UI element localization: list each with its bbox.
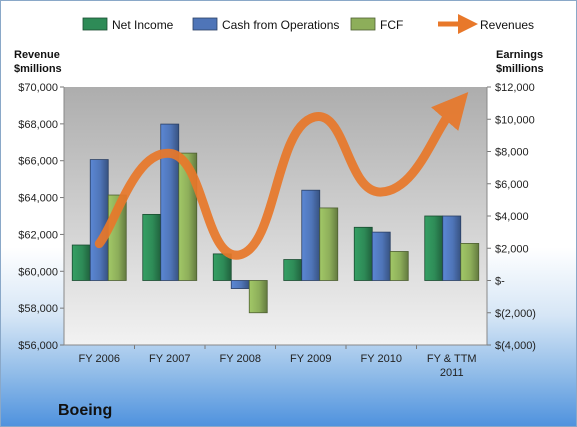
- right-tick-label: $10,000: [495, 114, 535, 126]
- x-axis: FY 2006 FY 2007 FY 2008 FY 2009 FY 2010 FY & …: [64, 344, 487, 379]
- x-tick-label: FY 2006: [79, 353, 120, 365]
- bar-cash-from-operations: [371, 231, 391, 281]
- legend: Net Income Cash from Operations FCF Revenue…: [82, 14, 534, 34]
- legend-label: Cash from Operations: [222, 18, 339, 32]
- bar-cash-from-operations: [160, 123, 180, 281]
- bar-fcf: [460, 243, 480, 281]
- legend-label: FCF: [380, 18, 403, 32]
- right-axis-title-line1: Earnings: [496, 49, 543, 61]
- left-axis-title-line2: $millions: [14, 63, 62, 75]
- axis-titles: Revenue $millions Earnings $millions: [14, 49, 544, 75]
- bar-fcf: [248, 280, 268, 314]
- right-tick-label: $6,000: [495, 179, 529, 191]
- revenue-line-path: [94, 91, 469, 260]
- bar-net-income: [142, 213, 162, 281]
- left-tick-label: $68,000: [18, 119, 58, 131]
- x-tick-label: FY 2009: [290, 353, 331, 365]
- left-tick-label: $64,000: [18, 193, 58, 205]
- right-tick-label: $(4,000): [495, 340, 536, 352]
- left-tick-label: $60,000: [18, 266, 58, 278]
- x-tick-label-line: 2011: [440, 367, 464, 379]
- left-tick-label: $62,000: [18, 229, 58, 241]
- bar-series: [71, 123, 480, 314]
- right-tick-label: $2,000: [495, 243, 529, 255]
- left-axis: $56,000 $58,000 $60,000 $62,000 $64,000 $66,0…: [18, 82, 65, 352]
- right-tick-label: $(2,000): [495, 308, 536, 320]
- x-tick-label-line: FY & TTM: [427, 353, 477, 365]
- legend-label: Net Income: [112, 18, 174, 32]
- right-axis-title-line2: $millions: [496, 63, 544, 75]
- right-tick-label: $8,000: [495, 147, 529, 159]
- x-tick-label: FY 2008: [220, 353, 261, 365]
- bar-net-income: [283, 259, 303, 281]
- bar-fcf: [389, 251, 409, 281]
- bar-cash-from-operations: [442, 215, 462, 281]
- plot-area: [64, 87, 487, 345]
- right-axis: $(4,000) $(2,000) $- $2,000 $4,000 $6,000 $8,0…: [486, 82, 536, 352]
- left-axis-title-line1: Revenue: [14, 49, 60, 61]
- x-tick-label: FY 2010: [361, 353, 402, 365]
- x-tick-label: FY 2007: [149, 353, 190, 365]
- legend-label: Revenues: [480, 18, 534, 32]
- right-tick-label: $12,000: [495, 82, 535, 94]
- bar-fcf: [319, 207, 339, 281]
- left-tick-label: $70,000: [18, 82, 58, 94]
- right-tick-label: $-: [495, 276, 505, 288]
- company-name: Boeing: [58, 402, 112, 419]
- legend-swatch-cash-from-operations: [192, 17, 218, 31]
- bar-cash-from-operations: [301, 189, 321, 281]
- legend-swatch-fcf: [350, 17, 376, 31]
- bar-net-income: [212, 253, 232, 281]
- bar-net-income: [424, 215, 444, 281]
- bar-net-income: [71, 244, 91, 281]
- revenue-line: [94, 91, 469, 260]
- left-tick-label: $66,000: [18, 156, 58, 168]
- left-tick-label: $56,000: [18, 340, 58, 352]
- x-tick-label: FY & TTM 2011: [427, 353, 477, 379]
- left-tick-label: $58,000: [18, 303, 58, 315]
- legend-swatch-net-income: [82, 17, 108, 31]
- bar-net-income: [353, 226, 373, 281]
- bar-cash-from-operations: [89, 159, 109, 281]
- right-tick-label: $4,000: [495, 211, 529, 223]
- bar-cash-from-operations: [230, 280, 250, 289]
